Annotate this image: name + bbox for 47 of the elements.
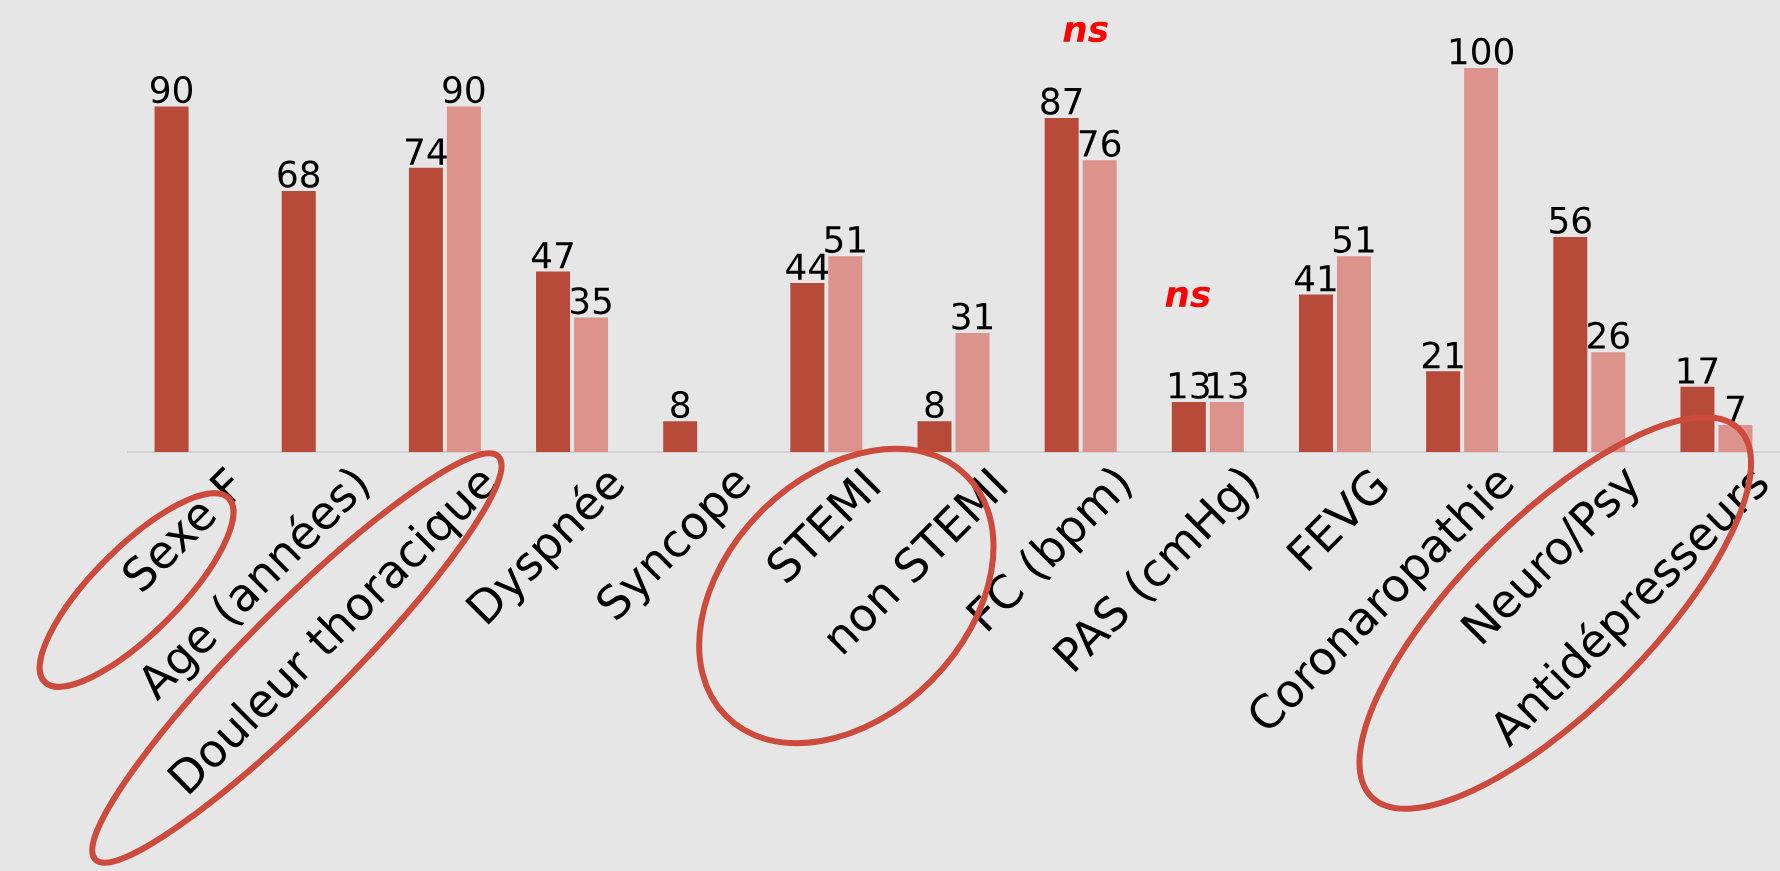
bar: [1553, 236, 1588, 452]
annotation: ns: [1165, 286, 1210, 308]
bar: [536, 271, 571, 452]
data-label: 74: [406, 138, 447, 165]
bar: [1680, 386, 1715, 452]
data-label: 13: [1169, 371, 1209, 399]
bar: [574, 317, 609, 452]
data-label: 41: [1294, 265, 1336, 292]
data-label: 68: [278, 160, 320, 188]
data-label: 31: [952, 302, 992, 330]
data-label: 87: [1041, 87, 1082, 115]
data-label: 51: [1333, 226, 1374, 253]
data-label: 76: [1079, 129, 1121, 157]
bar: [955, 332, 990, 452]
bar: [1591, 352, 1626, 452]
bar: [408, 167, 443, 452]
bar: [790, 283, 825, 452]
bar: [1298, 294, 1333, 452]
bar: [154, 106, 189, 452]
bar: [1426, 371, 1461, 452]
data-label: 7: [1726, 395, 1744, 422]
bar: [663, 421, 698, 452]
data-label: 90: [151, 76, 193, 104]
data-label: 21: [1422, 341, 1463, 369]
bar: [446, 106, 481, 452]
bar: [1082, 160, 1117, 452]
data-label: 90: [443, 76, 485, 104]
bar: [1464, 67, 1499, 452]
data-label: 8: [925, 390, 944, 419]
data-label: 35: [570, 287, 611, 315]
data-label: 47: [531, 242, 573, 269]
bar: [1209, 402, 1244, 452]
data-label: 8: [671, 390, 690, 419]
data-label: 56: [1550, 206, 1591, 234]
data-label: 100: [1450, 37, 1513, 65]
data-label: 51: [825, 226, 865, 253]
data-label: 26: [1588, 321, 1629, 349]
bar: [1336, 256, 1371, 452]
bar: [281, 190, 316, 452]
bar: [1044, 117, 1079, 452]
bar: [828, 256, 863, 452]
bar: [917, 421, 952, 452]
data-label: 44: [786, 253, 829, 280]
data-label: 17: [1678, 357, 1718, 384]
bar: [1171, 402, 1206, 452]
data-label: 13: [1207, 371, 1247, 399]
text: ns: [1063, 21, 1108, 43]
